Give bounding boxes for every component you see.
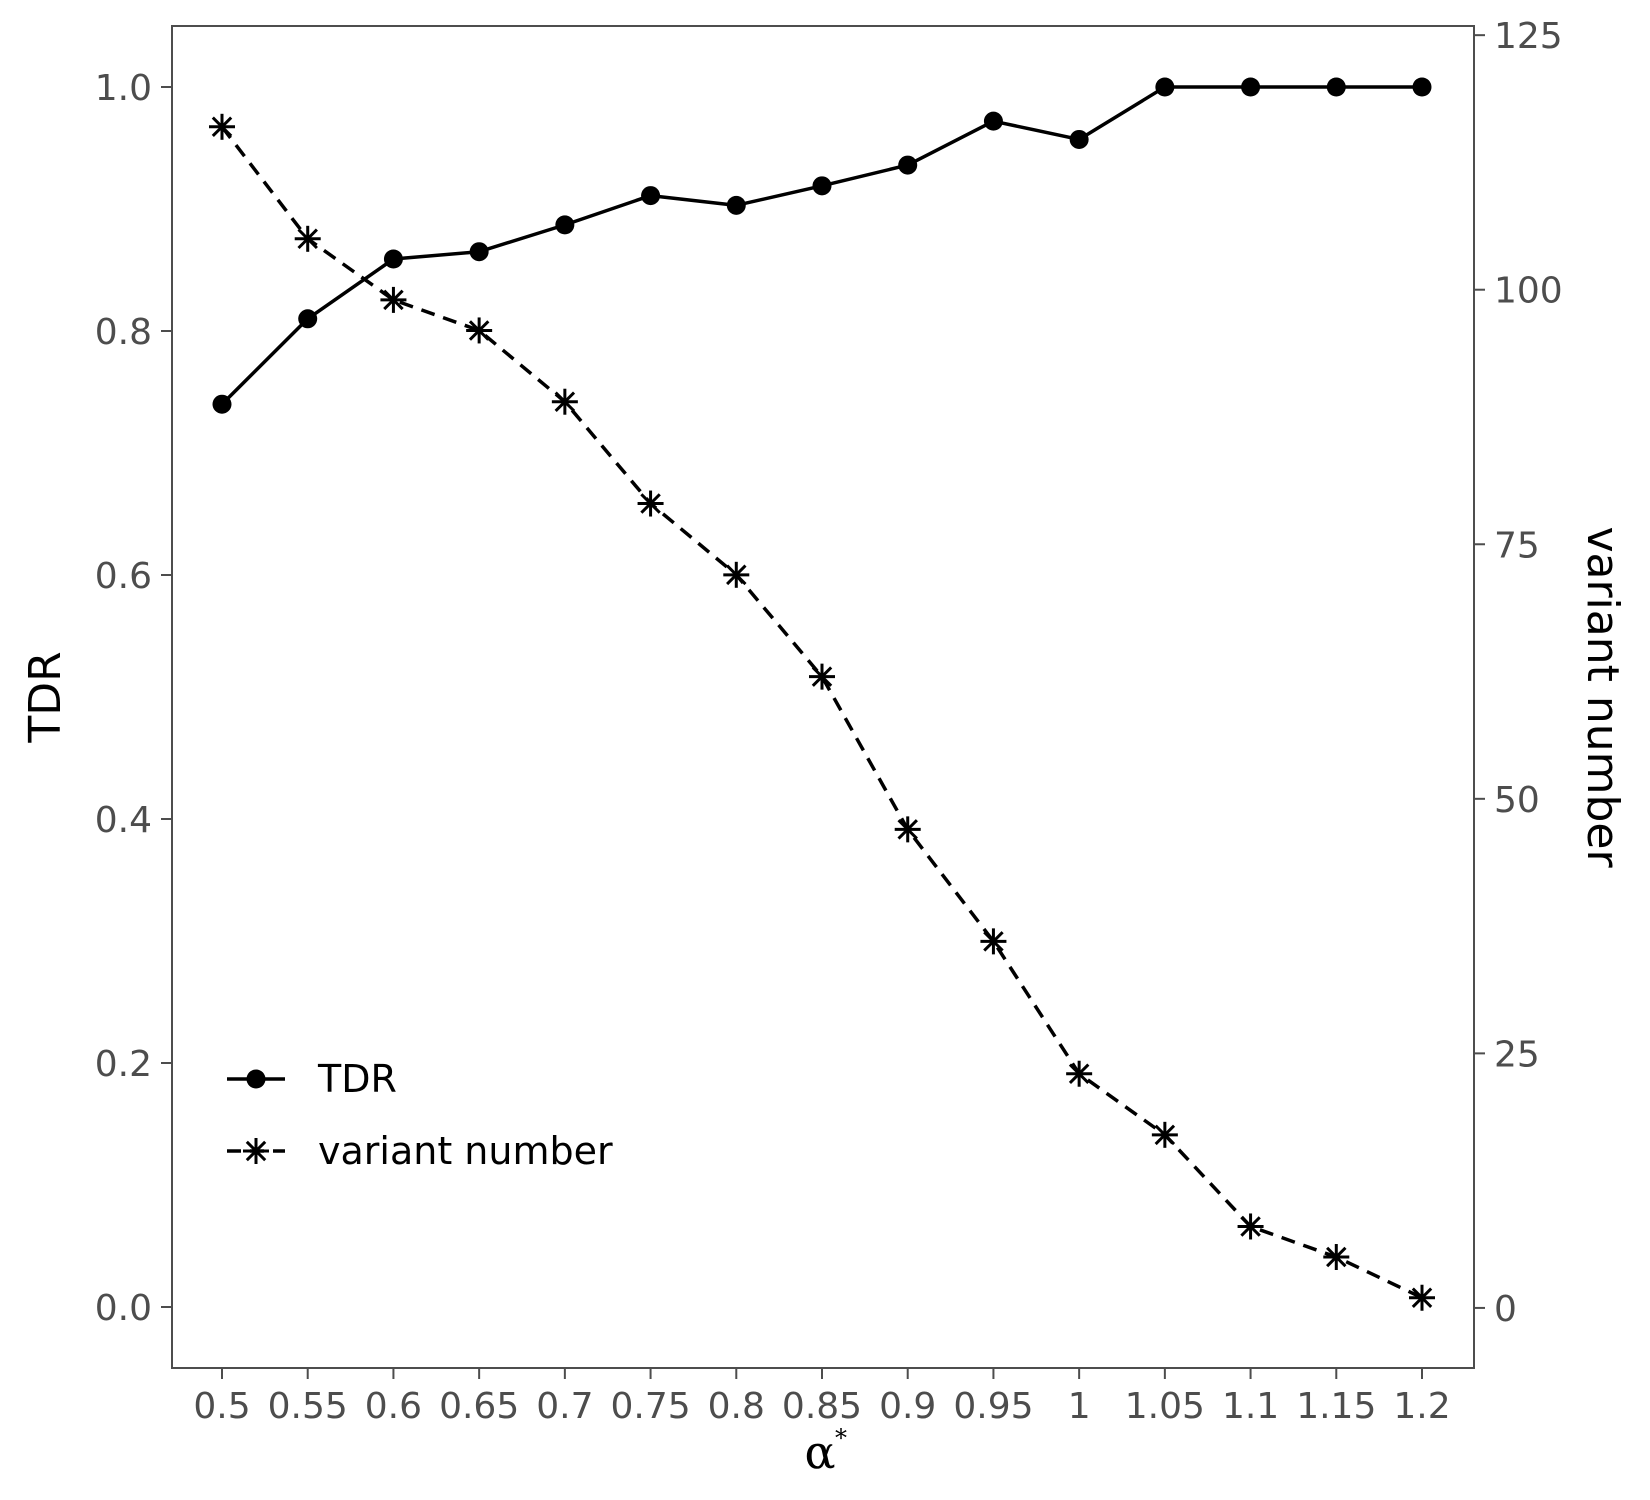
point-tdr: [1069, 129, 1089, 149]
point-variant-number: [209, 113, 235, 140]
y-left-tick-label: 0.6: [95, 556, 152, 597]
point-variant-number-stroke: [1326, 1246, 1347, 1268]
series-layer: [209, 77, 1435, 1311]
point-variant-number: [294, 225, 321, 252]
legend-label-tdr: TDR: [317, 1057, 397, 1101]
y-axis-left-title: TDR: [20, 651, 71, 743]
legend-marker-variant-number: [243, 1138, 269, 1164]
x-tick-label: 0.85: [782, 1386, 862, 1427]
x-tick-label: 0.9: [879, 1386, 936, 1427]
point-variant-number-stroke: [468, 320, 490, 341]
point-variant-number-stroke: [897, 819, 918, 840]
point-variant-number-stroke: [383, 289, 404, 311]
point-variant-number: [380, 286, 407, 313]
y-right-tick-label: 25: [1494, 1034, 1540, 1075]
point-tdr: [641, 186, 661, 206]
x-tick-label: 0.6: [365, 1386, 422, 1427]
y-left-tick-label: 0.2: [95, 1044, 152, 1085]
x-tick-label: 1.2: [1393, 1386, 1450, 1427]
point-variant-number: [466, 317, 493, 344]
y-right-tick-label: 0: [1494, 1289, 1517, 1330]
x-tick-label: 0.75: [610, 1386, 690, 1427]
point-variant-number: [1409, 1284, 1435, 1311]
legend-label-variant-number: variant number: [318, 1129, 613, 1173]
point-variant-number: [894, 816, 921, 843]
point-variant-number: [1151, 1121, 1178, 1148]
y-left-tick-label: 0.0: [95, 1288, 152, 1329]
left-axis-ticks: 0.0 0.2 0.4 0.6 0.8 1.0: [95, 68, 172, 1329]
point-variant-number-stroke: [554, 391, 576, 412]
point-variant-number: [723, 561, 750, 588]
x-tick-label: 0.7: [536, 1386, 593, 1427]
x-tick-label: 0.5: [193, 1386, 250, 1427]
point-tdr: [212, 394, 232, 414]
x-tick-label: 1.15: [1296, 1386, 1376, 1427]
y-right-tick-label: 50: [1494, 780, 1540, 821]
right-axis-ticks: 0 25 50 75 100 125: [1474, 16, 1563, 1330]
point-tdr: [383, 249, 403, 269]
point-variant-number-stroke: [1068, 1063, 1090, 1084]
point-tdr: [812, 176, 832, 196]
x-tick-label: 0.8: [708, 1386, 765, 1427]
point-variant-number: [637, 490, 664, 517]
point-variant-number: [1066, 1060, 1093, 1087]
y-right-tick-label: 125: [1494, 16, 1563, 57]
point-variant-number-stroke: [211, 116, 233, 138]
point-tdr: [469, 242, 489, 262]
legend: TDR variant number: [227, 1057, 613, 1173]
y-left-tick-label: 1.0: [95, 68, 152, 109]
point-tdr: [1412, 77, 1432, 97]
legend-marker-tdr: [246, 1069, 266, 1089]
point-variant-number-stroke: [811, 666, 833, 687]
x-axis-title-superscript: *: [835, 1424, 847, 1452]
x-tick-label: 0.95: [953, 1386, 1033, 1427]
plot-panel: [171, 25, 1475, 1369]
y-right-tick-label: 75: [1494, 525, 1540, 566]
point-tdr: [726, 195, 746, 215]
point-tdr: [1155, 77, 1175, 97]
y-left-tick-label: 0.4: [95, 800, 152, 841]
point-variant-number: [1237, 1213, 1264, 1240]
point-tdr: [1326, 77, 1346, 97]
point-tdr: [983, 111, 1003, 131]
x-axis-ticks: 0.5 0.55 0.6 0.65 0.7 0.75 0.8 0.85 0.9 0.95 1 1.05…: [193, 1368, 1451, 1427]
y-axis-right-title: variant number: [1577, 526, 1628, 868]
legend-asterisk-glyph: [243, 1138, 269, 1164]
x-tick-label: 0.65: [439, 1386, 519, 1427]
point-variant-number-stroke: [1154, 1124, 1176, 1146]
point-tdr: [1241, 77, 1261, 97]
point-variant-number-stroke: [640, 493, 661, 514]
point-variant-number-stroke: [1240, 1216, 1261, 1237]
point-variant-number-stroke: [1411, 1287, 1433, 1308]
point-tdr: [898, 155, 918, 175]
y-right-tick-label: 100: [1494, 271, 1563, 312]
point-variant-number-stroke: [983, 931, 1004, 952]
point-tdr: [298, 309, 318, 329]
point-variant-number: [809, 663, 835, 690]
x-tick-label: 1.05: [1125, 1386, 1205, 1427]
point-variant-number: [1323, 1244, 1350, 1271]
x-axis-title: α: [804, 1425, 835, 1479]
point-variant-number-stroke: [726, 564, 747, 586]
series-line-variant-number: [220, 125, 1423, 1300]
x-tick-label: 0.55: [268, 1386, 348, 1427]
legend-asterisk-glyph-stroke: [245, 1140, 267, 1162]
x-tick-label: 1.1: [1222, 1386, 1279, 1427]
y-left-tick-label: 0.8: [95, 312, 152, 353]
point-variant-number: [980, 928, 1007, 955]
point-variant-number: [551, 388, 578, 415]
x-tick-label: 1: [1068, 1386, 1091, 1427]
point-variant-number-stroke: [297, 228, 318, 250]
point-tdr: [555, 215, 575, 235]
